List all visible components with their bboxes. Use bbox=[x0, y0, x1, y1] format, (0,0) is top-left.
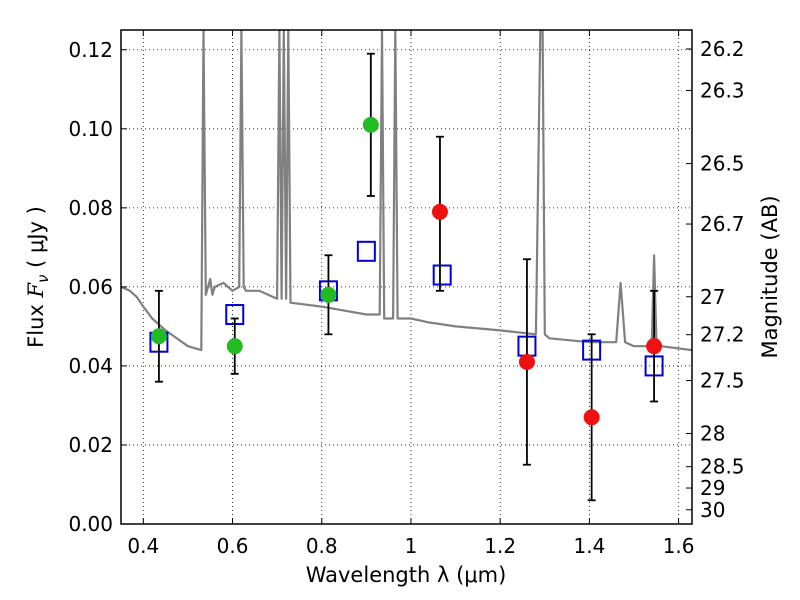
y-tick-label: 0.12 bbox=[68, 38, 113, 62]
observed-point bbox=[646, 338, 663, 355]
observed-point bbox=[150, 328, 167, 345]
y-axis-label-suffix: ( μJy ) bbox=[24, 206, 48, 274]
y-tick-label: 0.04 bbox=[68, 354, 113, 378]
plot-background bbox=[121, 30, 692, 524]
observed-point bbox=[518, 353, 535, 370]
y-axis-label: Flux Fν ( μJy ) bbox=[24, 206, 52, 348]
x-tick-label: 1 bbox=[405, 534, 418, 558]
y-tick-label: 0.08 bbox=[68, 196, 113, 220]
y-tick-label: 0.02 bbox=[68, 433, 113, 457]
observed-point bbox=[431, 203, 448, 220]
data-layer bbox=[121, 30, 692, 502]
y-axis-label-symbol: F bbox=[24, 282, 48, 299]
y2-tick-label: 26.5 bbox=[700, 152, 745, 176]
observed-point bbox=[362, 116, 379, 133]
y2-tick-label: 26.3 bbox=[700, 78, 745, 102]
model-photometry-square bbox=[432, 264, 452, 286]
y-axis-label-subscript: ν bbox=[34, 275, 52, 283]
x-tick-label: 0.4 bbox=[127, 534, 159, 558]
plot-frame bbox=[120, 29, 693, 525]
y-tick-label: 0.06 bbox=[68, 275, 113, 299]
y2-tick-label: 29 bbox=[700, 476, 725, 500]
series-model-spectrum bbox=[121, 30, 692, 352]
y2-tick-label: 26.2 bbox=[700, 37, 745, 61]
x-axis-label: Wavelength λ (μm) bbox=[306, 563, 507, 587]
model-spectrum-line bbox=[121, 30, 692, 352]
observed-point bbox=[226, 338, 243, 355]
series-observed-red- bbox=[431, 135, 663, 502]
y2-tick-label: 28 bbox=[700, 421, 725, 445]
observed-point bbox=[583, 409, 600, 426]
y2-tick-label: 28.5 bbox=[700, 455, 745, 479]
x-tick-label: 1.6 bbox=[663, 534, 695, 558]
y2-tick-label: 27.5 bbox=[700, 369, 745, 393]
y2-tick-label: 30 bbox=[700, 498, 725, 522]
axis-ticks: 0.4 0.6 0.8 1 1.2 1.4 1.6 0.00 0.02 0.04 0.06 0.08 0… bbox=[68, 30, 745, 558]
x-tick-label: 1.2 bbox=[484, 534, 516, 558]
y2-tick-label: 27.2 bbox=[700, 323, 745, 347]
y-tick-label: 0.00 bbox=[68, 512, 113, 536]
y2-tick-label: 27 bbox=[700, 285, 725, 309]
x-tick-label: 0.8 bbox=[306, 534, 338, 558]
y2-axis-label: Magnitude (AB) bbox=[758, 195, 782, 358]
y2-tick-label: 26.7 bbox=[700, 212, 745, 236]
observed-point bbox=[320, 286, 337, 303]
y-tick-label: 0.10 bbox=[68, 117, 113, 141]
x-tick-label: 1.4 bbox=[573, 534, 605, 558]
x-tick-label: 0.6 bbox=[217, 534, 249, 558]
model-photometry-square bbox=[356, 240, 376, 262]
series-observed-green- bbox=[150, 52, 379, 383]
y-axis-label-prefix: Flux bbox=[24, 298, 48, 348]
